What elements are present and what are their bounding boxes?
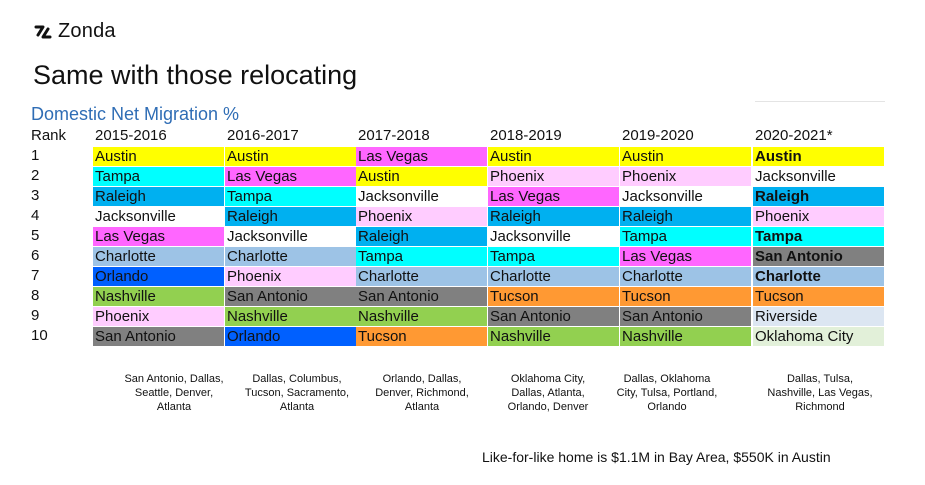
city-cell: Charlotte bbox=[620, 267, 751, 286]
city-cell: Nashville bbox=[225, 307, 356, 326]
table-subtitle: Domestic Net Migration % bbox=[31, 104, 240, 124]
city-cell: Tampa bbox=[753, 227, 884, 246]
city-cell: Phoenix bbox=[225, 267, 356, 286]
city-cell: Las Vegas bbox=[225, 167, 356, 186]
city-cell: Raleigh bbox=[225, 207, 356, 226]
city-cell: Austin bbox=[356, 167, 487, 186]
runner-up-note: San Antonio, Dallas, Seattle, Denver, At… bbox=[124, 373, 224, 413]
year-header: 2017-2018 bbox=[358, 127, 430, 144]
city-cell: Tampa bbox=[488, 247, 619, 266]
city-cell: Charlotte bbox=[93, 247, 224, 266]
rank-number: 2 bbox=[31, 167, 40, 184]
city-cell: Phoenix bbox=[753, 207, 884, 226]
city-cell: Oklahoma City bbox=[753, 327, 884, 346]
city-cell: Phoenix bbox=[620, 167, 751, 186]
city-cell: Tucson bbox=[620, 287, 751, 306]
city-cell: Charlotte bbox=[753, 267, 884, 286]
city-cell: Tucson bbox=[488, 287, 619, 306]
city-cell: Austin bbox=[488, 147, 619, 166]
rank-number: 5 bbox=[31, 227, 40, 244]
runner-up-note: Orlando, Dallas, Denver, Richmond, Atlan… bbox=[375, 373, 469, 413]
year-header: 2020-2021* bbox=[755, 127, 833, 144]
city-cell: Tampa bbox=[225, 187, 356, 206]
city-cell: Phoenix bbox=[488, 167, 619, 186]
city-cell: Raleigh bbox=[93, 187, 224, 206]
rank-header: Rank bbox=[31, 127, 67, 144]
city-cell: Charlotte bbox=[225, 247, 356, 266]
year-header: 2016-2017 bbox=[227, 127, 299, 144]
page-title: Same with those relocating bbox=[33, 60, 358, 90]
city-cell: Orlando bbox=[93, 267, 224, 286]
city-cell: Phoenix bbox=[93, 307, 224, 326]
brand-name: Zonda bbox=[58, 20, 116, 42]
city-cell: Las Vegas bbox=[488, 187, 619, 206]
zonda-logo: Zonda bbox=[34, 20, 116, 43]
city-cell: Nashville bbox=[93, 287, 224, 306]
divider bbox=[755, 101, 885, 102]
rank-number: 6 bbox=[31, 247, 40, 264]
city-cell: Tampa bbox=[620, 227, 751, 246]
city-cell: Riverside bbox=[753, 307, 884, 326]
year-header: 2015-2016 bbox=[95, 127, 167, 144]
city-cell: Las Vegas bbox=[620, 247, 751, 266]
runner-up-note: Dallas, Oklahoma City, Tulsa, Portland, … bbox=[616, 373, 718, 413]
city-cell: Orlando bbox=[225, 327, 356, 346]
runner-up-note: Oklahoma City, Dallas, Atlanta, Orlando,… bbox=[507, 373, 589, 413]
city-cell: Charlotte bbox=[488, 267, 619, 286]
city-cell: Jacksonville bbox=[753, 167, 884, 186]
city-cell: San Antonio bbox=[620, 307, 751, 326]
runner-up-note: Dallas, Columbus, Tucson, Sacramento, At… bbox=[244, 373, 350, 413]
city-cell: Nashville bbox=[356, 307, 487, 326]
rank-number: 8 bbox=[31, 287, 40, 304]
city-cell: Austin bbox=[225, 147, 356, 166]
city-cell: Charlotte bbox=[356, 267, 487, 286]
city-cell: Nashville bbox=[488, 327, 619, 346]
city-cell: Raleigh bbox=[356, 227, 487, 246]
city-cell: San Antonio bbox=[753, 247, 884, 266]
city-cell: Raleigh bbox=[488, 207, 619, 226]
zonda-logo-icon bbox=[34, 25, 52, 38]
city-cell: Nashville bbox=[620, 327, 751, 346]
city-cell: San Antonio bbox=[356, 287, 487, 306]
rank-number: 1 bbox=[31, 147, 40, 164]
city-cell: Tucson bbox=[356, 327, 487, 346]
rank-number: 7 bbox=[31, 267, 40, 284]
city-cell: Austin bbox=[620, 147, 751, 166]
rank-number: 10 bbox=[31, 327, 48, 344]
city-cell: Jacksonville bbox=[225, 227, 356, 246]
city-cell: Jacksonville bbox=[488, 227, 619, 246]
city-cell: Raleigh bbox=[620, 207, 751, 226]
rank-number: 3 bbox=[31, 187, 40, 204]
city-cell: Raleigh bbox=[753, 187, 884, 206]
city-cell: Austin bbox=[753, 147, 884, 166]
year-header: 2019-2020 bbox=[622, 127, 694, 144]
city-cell: Las Vegas bbox=[93, 227, 224, 246]
city-cell: Jacksonville bbox=[93, 207, 224, 226]
city-cell: Jacksonville bbox=[620, 187, 751, 206]
footer-note: Like-for-like home is $1.1M in Bay Area,… bbox=[482, 449, 831, 465]
city-cell: San Antonio bbox=[93, 327, 224, 346]
city-cell: San Antonio bbox=[225, 287, 356, 306]
city-cell: Jacksonville bbox=[356, 187, 487, 206]
city-cell: Las Vegas bbox=[356, 147, 487, 166]
city-cell: Phoenix bbox=[356, 207, 487, 226]
city-cell: Tucson bbox=[753, 287, 884, 306]
rank-number: 9 bbox=[31, 307, 40, 324]
city-cell: Austin bbox=[93, 147, 224, 166]
runner-up-note: Dallas, Tulsa, Nashville, Las Vegas, Ric… bbox=[767, 373, 873, 413]
city-cell: San Antonio bbox=[488, 307, 619, 326]
year-header: 2018-2019 bbox=[490, 127, 562, 144]
city-cell: Tampa bbox=[93, 167, 224, 186]
city-cell: Tampa bbox=[356, 247, 487, 266]
rank-number: 4 bbox=[31, 207, 40, 224]
